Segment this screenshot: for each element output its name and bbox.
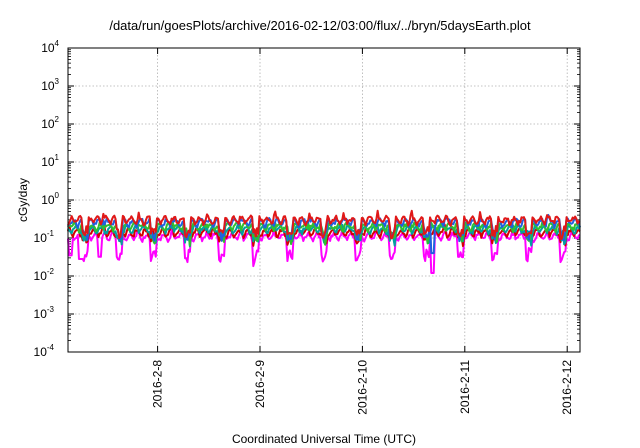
y-tick-label: 103 [41,77,59,93]
x-tick-label: 2016-2-11 [458,360,472,414]
plot-frame [67,47,581,353]
y-tick-label: 10-3 [34,305,55,321]
grid-lines [68,47,580,353]
x-axis-label: Coordinated Universal Time (UTC) [232,432,416,446]
x-tick-label: 2016-2-9 [253,360,267,408]
series-line [67,209,581,241]
y-tick-label: 100 [41,191,59,207]
y-tick-label: 101 [41,153,59,169]
y-tick-label: 102 [41,115,59,131]
y-tick-label: 10-1 [34,229,55,245]
x-tick-labels: 2016-2-8 2016-2-9 2016-2-10 2016-2-11 2016-2… [151,360,575,415]
y-axis-label: cGy/day [16,178,30,222]
y-tick-label: 104 [41,39,59,55]
x-tick-label: 2016-2-12 [560,360,574,415]
x-tick-label: 2016-2-10 [355,360,369,415]
series-line [67,213,581,255]
chart-title: /data/run/goesPlots/archive/2016-02-12/0… [109,18,531,33]
y-tick-label: 10-2 [34,267,55,283]
series-line [67,226,581,274]
y-tick-labels: 104 103 102 101 100 10-1 10-2 10-3 10-4 [34,39,60,359]
series-group [67,209,581,274]
y-tick-label: 10-4 [34,343,55,359]
x-tick-label: 2016-2-8 [151,360,165,408]
